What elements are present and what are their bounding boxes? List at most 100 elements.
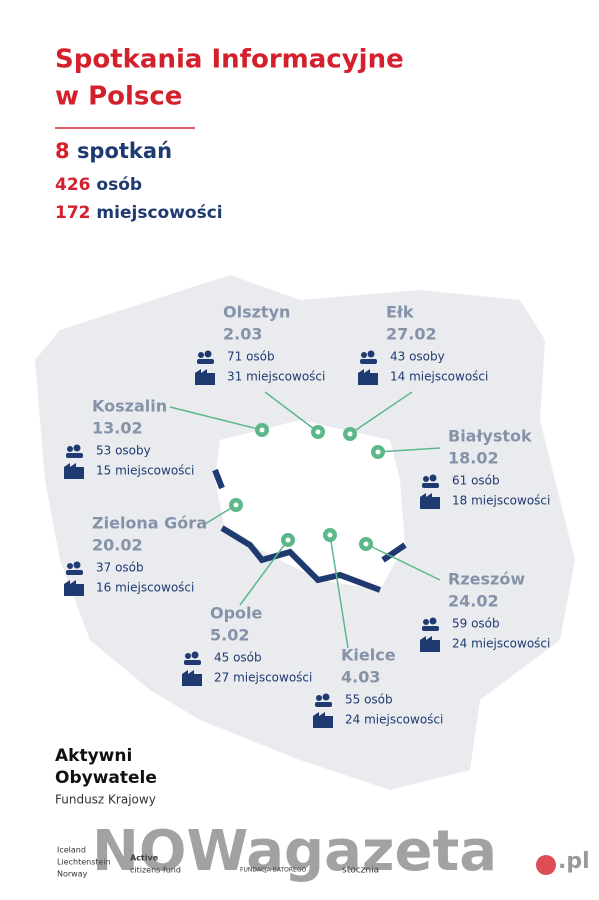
people-icon	[423, 476, 429, 482]
pin-dot	[285, 537, 291, 543]
places: 24 miejscowości	[452, 637, 550, 651]
city-date: 24.02	[448, 592, 499, 611]
city-date: 4.03	[341, 668, 380, 687]
building-icon	[64, 580, 84, 596]
places: 18 miejscowości	[452, 494, 550, 508]
city-name: Rzeszów	[448, 570, 525, 589]
people-icon	[197, 359, 214, 364]
people-icon	[67, 446, 73, 452]
building-icon	[420, 636, 440, 652]
building-icon	[182, 670, 202, 686]
stat: 8 spotkań	[55, 139, 172, 163]
people: 53 osoby	[96, 444, 151, 458]
pin-dot	[315, 429, 321, 435]
people-icon	[73, 561, 81, 569]
map-area	[215, 420, 405, 590]
city-name: Ełk	[386, 303, 414, 322]
leader-line	[365, 543, 441, 581]
stat-label: spotkań	[77, 139, 172, 163]
building-icon	[420, 493, 440, 509]
cities: Olsztyn 2.03 71 osób 31 miejscowości Ełk 27.0…	[64, 303, 550, 728]
city-date: 27.02	[386, 325, 437, 344]
donor: Iceland	[57, 846, 86, 855]
city-name: Olsztyn	[223, 303, 290, 322]
people: 71 osób	[227, 350, 275, 364]
pin-dot	[375, 449, 381, 455]
border	[212, 468, 225, 490]
places: 24 miejscowości	[345, 713, 443, 727]
people-icon	[315, 702, 332, 707]
people-icon	[422, 626, 439, 631]
places: 14 miejscowości	[390, 370, 488, 384]
pin-dot	[347, 431, 353, 437]
watermark-dot	[536, 855, 556, 875]
people: 59 osób	[452, 617, 500, 631]
people: 37 osób	[96, 561, 144, 575]
city-date: 20.02	[92, 536, 143, 555]
people-icon	[316, 695, 322, 701]
people: 45 osób	[214, 651, 262, 665]
people-icon	[367, 350, 375, 358]
places: 16 miejscowości	[96, 581, 194, 595]
city-name: Białystok	[448, 427, 532, 446]
people: 61 osób	[452, 474, 500, 488]
building-icon	[358, 369, 378, 385]
stat-label: miejscowości	[96, 203, 222, 223]
leader-line	[349, 391, 413, 435]
org: Obywatele	[55, 768, 157, 788]
people-icon	[66, 453, 83, 458]
border	[381, 542, 407, 563]
partner: FUNDACJA BATOREGO	[240, 867, 306, 874]
city-date: 18.02	[448, 449, 499, 468]
people-icon	[360, 359, 377, 364]
people-icon	[429, 617, 437, 625]
pin-dot	[363, 541, 369, 547]
people-icon	[185, 653, 191, 659]
border	[220, 525, 382, 593]
city-date: 5.02	[210, 626, 249, 645]
city-name: Zielona Góra	[92, 514, 207, 533]
watermark: .pl	[558, 849, 590, 874]
people: 55 osób	[345, 693, 393, 707]
people-icon	[191, 651, 199, 659]
org: Aktywni	[55, 746, 132, 766]
donor: Norway	[57, 870, 88, 879]
stat-label: osób	[96, 175, 142, 195]
people-icon	[322, 693, 330, 701]
stat-number: 172	[55, 203, 91, 223]
people-icon	[423, 619, 429, 625]
city-date: 13.02	[92, 419, 143, 438]
city-name: Koszalin	[92, 397, 167, 416]
leader-line	[264, 391, 319, 433]
leader-line	[169, 406, 263, 431]
stat: 172 miejscowości	[55, 203, 223, 223]
people-icon	[429, 474, 437, 482]
org-sub: Fundusz Krajowy	[55, 793, 156, 807]
people-icon	[184, 660, 201, 665]
city-name: Opole	[210, 604, 263, 623]
places: 31 miejscowości	[227, 370, 325, 384]
fund: citizens fund	[130, 866, 181, 875]
leader-line	[239, 539, 289, 606]
places: 27 miejscowości	[214, 671, 312, 685]
leader-line	[377, 447, 441, 453]
building-icon	[313, 712, 333, 728]
fund: Active	[130, 854, 159, 863]
stat: 426 osób	[55, 175, 142, 195]
stat-number: 426	[55, 175, 91, 195]
pin-dot	[259, 427, 265, 433]
people: 43 osoby	[390, 350, 445, 364]
people-icon	[198, 352, 204, 358]
people-icon	[422, 483, 439, 488]
title: Spotkania Informacyjne	[55, 45, 404, 75]
city-name: Kielce	[341, 646, 396, 665]
leader-line	[329, 534, 349, 649]
places: 15 miejscowości	[96, 464, 194, 478]
building-icon	[64, 463, 84, 479]
watermark: NOWagazeta	[92, 819, 497, 884]
pin-dot	[327, 532, 333, 538]
people-icon	[361, 352, 367, 358]
partner: stocznia	[342, 866, 379, 876]
